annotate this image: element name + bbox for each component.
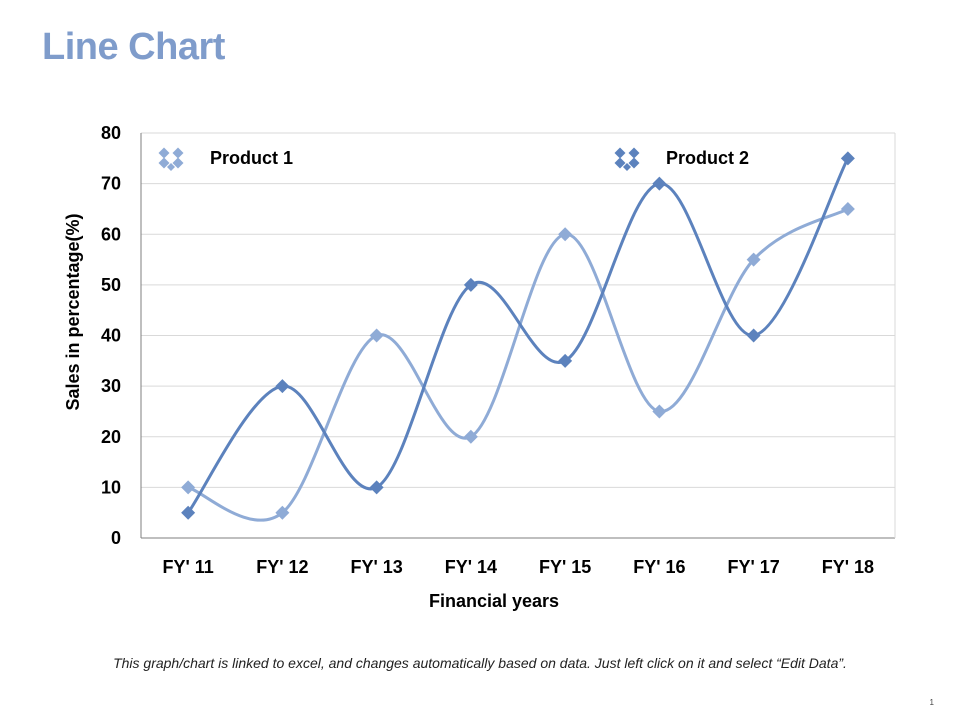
series-2-marker xyxy=(275,379,290,394)
y-tick-label: 60 xyxy=(101,224,121,244)
legend-marker-icon xyxy=(158,147,184,171)
legend-marker-diamond xyxy=(167,163,175,171)
y-tick-label: 40 xyxy=(101,326,121,346)
series-1-marker xyxy=(840,201,855,216)
y-axis-label: Sales in percentage(%) xyxy=(63,213,83,410)
legend-marker-diamond xyxy=(158,147,170,159)
series-1-marker xyxy=(746,252,761,267)
legend-marker-icon xyxy=(614,147,640,171)
x-tick-label: FY' 13 xyxy=(350,557,402,577)
legend-marker-diamond xyxy=(614,147,626,159)
page-title: Line Chart xyxy=(42,26,225,68)
legend-marker-diamond xyxy=(172,147,184,159)
series-1-marker xyxy=(463,429,478,444)
legend-marker-diamond xyxy=(628,147,640,159)
chart-legend: Product 1 Product 2 xyxy=(158,147,749,171)
series-1 xyxy=(181,201,855,522)
series-2-marker xyxy=(558,353,573,368)
x-tick-label: FY' 11 xyxy=(162,557,213,577)
series-2-marker xyxy=(746,328,761,343)
series-1-marker xyxy=(181,480,196,495)
x-axis-ticks: FY' 11 FY' 12 FY' 13 FY' 14 FY' 15 FY' 16 FY' … xyxy=(162,557,874,577)
legend-item-2: Product 2 xyxy=(614,147,749,171)
series-2-line xyxy=(186,156,850,515)
legend-marker-diamond xyxy=(158,157,170,169)
x-tick-label: FY' 15 xyxy=(539,557,591,577)
series-2-marker xyxy=(369,480,384,495)
series-1-marker xyxy=(369,328,384,343)
page-number: 1 xyxy=(929,698,934,707)
y-tick-label: 30 xyxy=(101,376,121,396)
series-1-marker xyxy=(558,227,573,242)
series-1-line xyxy=(186,207,850,522)
y-tick-label: 80 xyxy=(101,123,121,143)
footer-note: This graph/chart is linked to excel, and… xyxy=(113,655,847,671)
legend-marker-diamond xyxy=(614,157,626,169)
chart-gridlines xyxy=(141,132,895,488)
series-2-marker xyxy=(840,151,855,166)
y-tick-label: 10 xyxy=(101,477,121,497)
series-2-marker xyxy=(463,277,478,292)
legend-label: Product 1 xyxy=(210,148,293,168)
chart-axes xyxy=(140,133,896,539)
legend-marker-diamond xyxy=(172,157,184,169)
legend-marker-diamond xyxy=(628,157,640,169)
y-tick-label: 0 xyxy=(111,528,121,548)
series-2-marker xyxy=(181,505,196,520)
y-tick-label: 70 xyxy=(101,174,121,194)
x-tick-label: FY' 18 xyxy=(822,557,874,577)
legend-marker-diamond xyxy=(623,163,631,171)
legend-label: Product 2 xyxy=(666,148,749,168)
legend-item-1: Product 1 xyxy=(158,147,293,171)
y-tick-label: 20 xyxy=(101,427,121,447)
series-2 xyxy=(181,151,855,520)
y-axis-ticks: 0 10 20 30 40 50 60 70 80 xyxy=(101,123,121,548)
x-tick-label: FY' 12 xyxy=(256,557,308,577)
series-2-marker xyxy=(652,176,667,191)
x-axis-label: Financial years xyxy=(429,591,559,611)
series-1-marker xyxy=(652,404,667,419)
x-tick-label: FY' 16 xyxy=(633,557,685,577)
series-1-marker xyxy=(275,505,290,520)
chart-series xyxy=(181,151,855,522)
x-tick-label: FY' 17 xyxy=(727,557,779,577)
y-tick-label: 50 xyxy=(101,275,121,295)
x-tick-label: FY' 14 xyxy=(445,557,497,577)
